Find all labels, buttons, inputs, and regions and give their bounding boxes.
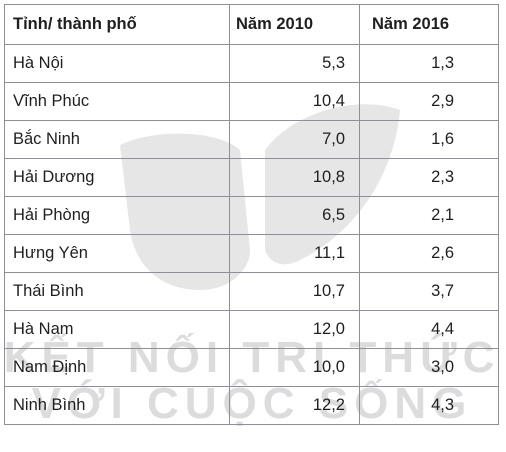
province-name: Vĩnh Phúc xyxy=(4,82,230,121)
value-2016: 1,3 xyxy=(359,44,499,83)
table-row: Hải Dương 10,8 2,3 xyxy=(4,158,499,197)
value-2010: 10,8 xyxy=(229,158,360,197)
province-name: Hải Phòng xyxy=(4,196,230,235)
value-2010: 10,7 xyxy=(229,272,360,311)
value-2016: 4,3 xyxy=(359,386,499,425)
header-province: Tỉnh/ thành phố xyxy=(4,4,230,45)
table-row: Thái Bình 10,7 3,7 xyxy=(4,272,499,311)
table-row: Hà Nam 12,0 4,4 xyxy=(4,310,499,349)
value-2010: 12,0 xyxy=(229,310,360,349)
province-name: Bắc Ninh xyxy=(4,120,230,159)
table-row: Hà Nội 5,3 1,3 xyxy=(4,44,499,83)
value-2010: 7,0 xyxy=(229,120,360,159)
table-row: Ninh Bình 12,2 4,3 xyxy=(4,386,499,425)
value-2010: 6,5 xyxy=(229,196,360,235)
value-2010: 12,2 xyxy=(229,386,360,425)
value-2016: 2,3 xyxy=(359,158,499,197)
header-year-2010: Năm 2010 xyxy=(229,4,360,45)
province-name: Hà Nội xyxy=(4,44,230,83)
province-name: Hà Nam xyxy=(4,310,230,349)
table-row: Vĩnh Phúc 10,4 2,9 xyxy=(4,82,499,121)
value-2016: 2,1 xyxy=(359,196,499,235)
table-row: Bắc Ninh 7,0 1,6 xyxy=(4,120,499,159)
value-2010: 10,0 xyxy=(229,348,360,387)
header-year-2016: Năm 2016 xyxy=(359,4,499,45)
province-name: Hải Dương xyxy=(4,158,230,197)
value-2010: 11,1 xyxy=(229,234,360,273)
province-name: Thái Bình xyxy=(4,272,230,311)
table-row: Nam Định 10,0 3,0 xyxy=(4,348,499,387)
value-2016: 3,0 xyxy=(359,348,499,387)
value-2016: 4,4 xyxy=(359,310,499,349)
value-2016: 2,9 xyxy=(359,82,499,121)
province-name: Ninh Bình xyxy=(4,386,230,425)
table-row: Hưng Yên 11,1 2,6 xyxy=(4,234,499,273)
table-header-row: Tỉnh/ thành phố Năm 2010 Năm 2016 xyxy=(4,4,499,45)
value-2010: 5,3 xyxy=(229,44,360,83)
table-row: Hải Phòng 6,5 2,1 xyxy=(4,196,499,235)
value-2016: 3,7 xyxy=(359,272,499,311)
value-2016: 2,6 xyxy=(359,234,499,273)
value-2010: 10,4 xyxy=(229,82,360,121)
value-2016: 1,6 xyxy=(359,120,499,159)
province-name: Hưng Yên xyxy=(4,234,230,273)
data-table: Tỉnh/ thành phố Năm 2010 Năm 2016 Hà Nội… xyxy=(4,4,499,425)
province-name: Nam Định xyxy=(4,348,230,387)
